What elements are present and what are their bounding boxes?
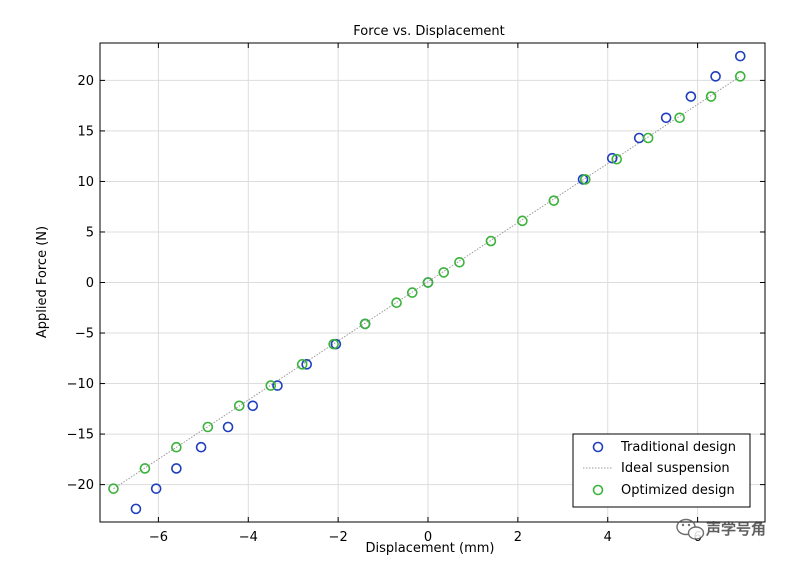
- x-tick-label: −2: [329, 530, 348, 545]
- wechat-icon: [676, 518, 705, 540]
- x-tick-label: 4: [604, 530, 612, 545]
- optimized-point: [438, 267, 450, 278]
- ideal-line-layer: [113, 75, 741, 490]
- traditional-point: [606, 152, 618, 164]
- traditional-point: [130, 503, 142, 515]
- optimized-point: [328, 338, 339, 350]
- x-tick-label: 2: [514, 530, 522, 545]
- x-tick-label: −6: [149, 530, 168, 545]
- y-tick-label: 5: [86, 225, 94, 240]
- traditional-point: [171, 463, 182, 474]
- y-tick-labels: −20 −15 −10 −5 0 5 10 15 20: [67, 74, 94, 493]
- traditional-point: [301, 359, 312, 370]
- y-tick-label: 15: [77, 124, 94, 139]
- legend: Traditional design Ideal suspension Opti…: [572, 433, 751, 508]
- optimized-point: [139, 463, 151, 474]
- optimized-point: [391, 297, 402, 309]
- legend-marker-traditional: [592, 441, 604, 453]
- y-tick-label: 20: [77, 74, 94, 89]
- legend-label-traditional: Traditional design: [620, 440, 736, 455]
- optimized-point: [642, 132, 654, 144]
- traditional-point: [633, 132, 645, 144]
- y-tick-label: −15: [67, 428, 94, 443]
- x-axis-label: Displacement (mm): [366, 541, 495, 556]
- optimized-point: [674, 112, 685, 124]
- optimized-point: [171, 441, 182, 453]
- legend-label-optimized: Optimized design: [621, 483, 735, 498]
- legend-marker-optimized: [592, 484, 604, 496]
- x-tick-label: −4: [239, 530, 258, 545]
- optimized-point: [705, 91, 717, 102]
- y-tick-label: −20: [67, 478, 94, 493]
- optimized-point: [517, 215, 528, 227]
- watermark: 声学号角: [676, 518, 766, 540]
- y-tick-label: 0: [86, 276, 94, 291]
- optimized-point: [233, 400, 245, 412]
- traditional-point: [660, 112, 672, 124]
- optimized-point: [406, 287, 418, 298]
- optimized-point: [485, 235, 497, 247]
- optimized-point: [296, 359, 308, 370]
- watermark-text: 声学号角: [705, 520, 766, 538]
- optimized-point: [422, 277, 434, 288]
- chart-title: Force vs. Displacement: [353, 24, 504, 39]
- axis-ticks: [100, 43, 765, 522]
- legend-label-ideal: Ideal suspension: [621, 461, 730, 476]
- y-tick-label: −5: [75, 327, 94, 342]
- y-axis-label: Applied Force (N): [35, 226, 50, 338]
- traditional-point: [195, 441, 207, 453]
- optimized-point: [202, 421, 214, 433]
- y-tick-label: 10: [77, 175, 94, 190]
- optimized-point: [108, 483, 119, 494]
- ideal-suspension-line: [113, 75, 741, 490]
- optimized-point: [454, 256, 465, 268]
- optimized-point: [548, 195, 560, 206]
- optimized-point: [359, 318, 371, 330]
- optimized-point: [611, 153, 623, 165]
- traditional-point: [150, 483, 162, 494]
- traditional-point: [710, 71, 721, 82]
- optimized-point: [734, 71, 746, 82]
- x-tick-label: 0: [424, 530, 432, 545]
- traditional-point: [222, 421, 234, 433]
- traditional-point: [685, 91, 697, 102]
- grid: [100, 43, 765, 522]
- optimized-point: [265, 380, 277, 391]
- y-tick-label: −10: [67, 377, 94, 392]
- traditional-point: [734, 50, 746, 62]
- traditional-point: [247, 400, 259, 412]
- data-points: [108, 50, 746, 515]
- optimized-point: [579, 174, 591, 185]
- traditional-point: [272, 380, 283, 391]
